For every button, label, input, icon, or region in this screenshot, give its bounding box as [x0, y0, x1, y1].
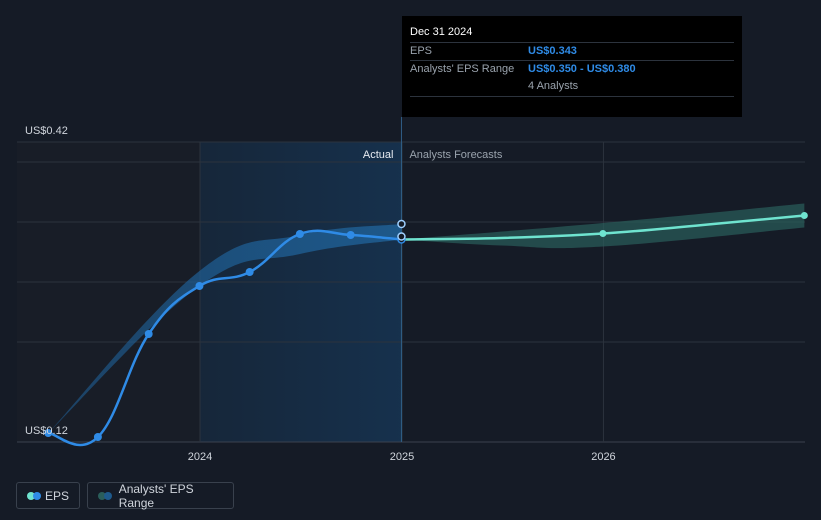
- actual-eps-point: [93, 433, 102, 441]
- tooltip-eps-row: EPS US$0.343: [410, 42, 734, 60]
- legend-range-label: Analysts' EPS Range: [118, 481, 194, 510]
- y-axis-top-label: US$0.42: [25, 125, 68, 137]
- tooltip-range-row: Analysts' EPS Range US$0.350 - US$0.380: [410, 60, 734, 78]
- legend-eps-label: EPS: [44, 488, 69, 503]
- axis-labels: US$0.42 US$0.12 2024 2025 2026 Actual Analysts…: [25, 125, 616, 463]
- forecast-range-band: [401, 203, 805, 249]
- tooltip: Dec 31 2024 EPS US$0.343 Analysts' EPS R…: [402, 16, 742, 117]
- tooltip-analysts-row: 4 Analysts: [410, 78, 734, 97]
- forecast-eps-point: [599, 230, 607, 237]
- data-points: [44, 212, 808, 441]
- actual-eps-point: [245, 268, 254, 276]
- eps-legend-icon: [27, 491, 41, 500]
- actual-eps-point: [346, 231, 355, 239]
- past-period-shade: [17, 142, 200, 442]
- y-axis-bottom-label: US$0.12: [25, 425, 68, 437]
- actual-eps-point: [144, 330, 153, 338]
- actual-eps-line: [47, 229, 402, 447]
- tooltip-analysts-count: 4 Analysts: [528, 80, 579, 92]
- tooltip-marker: [397, 232, 406, 241]
- actual-section-label: Actual: [363, 149, 394, 161]
- forecast-section-label: Analysts Forecasts: [409, 149, 502, 161]
- x-tick-label: 2026: [591, 451, 615, 463]
- x-tick-label: 2025: [390, 451, 414, 463]
- x-tick-label: 2024: [188, 451, 212, 463]
- tooltip-range-label: Analysts' EPS Range: [410, 63, 515, 75]
- tooltip-eps-value: US$0.343: [528, 45, 577, 57]
- gridlines: [17, 117, 805, 443]
- actual-highlight-region: [200, 142, 402, 442]
- actual-eps-point: [295, 230, 304, 238]
- tooltip-range-value: US$0.350 - US$0.380: [528, 63, 636, 75]
- legend-range-button[interactable]: Analysts' EPS Range: [87, 481, 234, 510]
- actual-eps-point: [195, 282, 204, 290]
- legend-eps-button[interactable]: EPS: [16, 482, 80, 509]
- range-legend-icon: [98, 491, 113, 500]
- tooltip-date: Dec 31 2024: [410, 26, 473, 38]
- tooltip-marker: [397, 219, 406, 229]
- tooltip-eps-label: EPS: [410, 45, 433, 57]
- actual-eps-point: [44, 429, 53, 437]
- actual-range-band: [48, 224, 402, 433]
- forecast-eps-point: [800, 212, 808, 219]
